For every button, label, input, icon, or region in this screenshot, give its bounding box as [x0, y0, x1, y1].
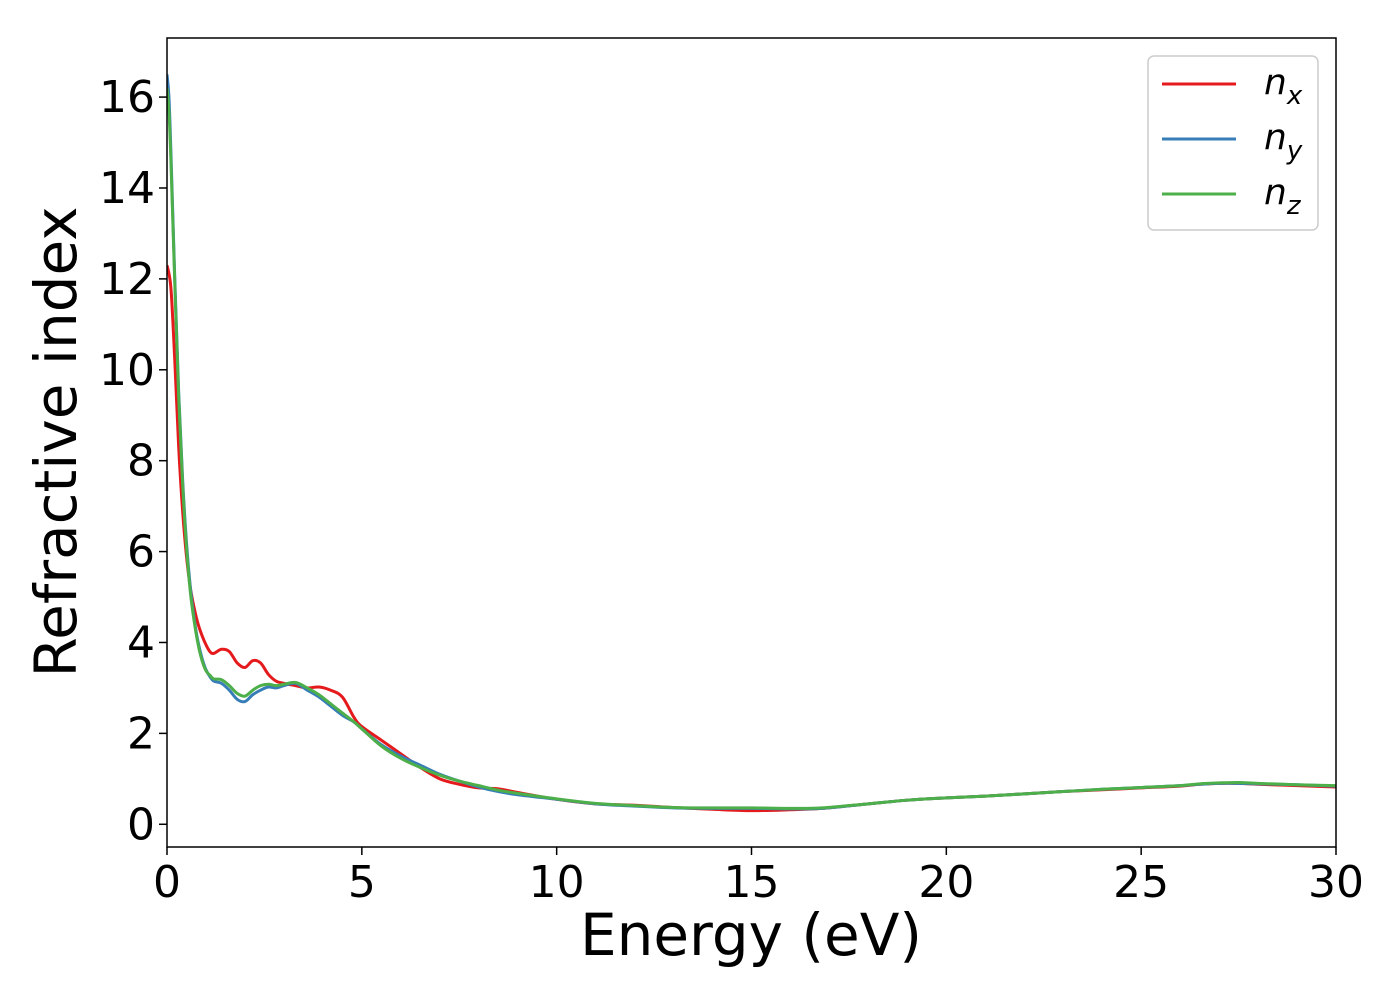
x-tick-label: 25 [1113, 857, 1169, 908]
x-axis-ticks: 0 5 10 15 20 25 30 [153, 847, 1364, 908]
y-tick-label: 14 [99, 163, 155, 214]
x-axis-title: Energy (eV) [580, 901, 922, 969]
legend: nx ny nz [1147, 55, 1319, 231]
legend-label-z: nz [1264, 172, 1302, 221]
x-tick-label: 5 [348, 857, 376, 908]
x-tick-label: 15 [724, 857, 780, 908]
y-tick-label: 2 [127, 708, 155, 759]
y-tick-label: 6 [127, 527, 155, 578]
y-axis-ticks: 0 2 4 6 8 10 12 14 16 [99, 72, 167, 850]
x-tick-label: 0 [153, 857, 181, 908]
series-line-z [167, 87, 1336, 810]
y-tick-label: 0 [127, 799, 155, 850]
legend-box [1147, 55, 1319, 231]
legend-label-x: nx [1264, 62, 1303, 111]
y-tick-label: 16 [99, 72, 155, 123]
series-layer [167, 74, 1336, 813]
y-tick-label: 10 [99, 345, 155, 396]
y-axis-title: Refractive index [22, 206, 90, 677]
y-tick-label: 8 [127, 436, 155, 487]
x-tick-label: 10 [529, 857, 585, 908]
x-tick-label: 20 [918, 857, 974, 908]
y-tick-label: 12 [99, 254, 155, 305]
series-line-x [167, 264, 1336, 813]
y-tick-label: 4 [127, 617, 155, 668]
x-tick-label: 30 [1308, 857, 1364, 908]
legend-label-y: ny [1264, 117, 1303, 166]
